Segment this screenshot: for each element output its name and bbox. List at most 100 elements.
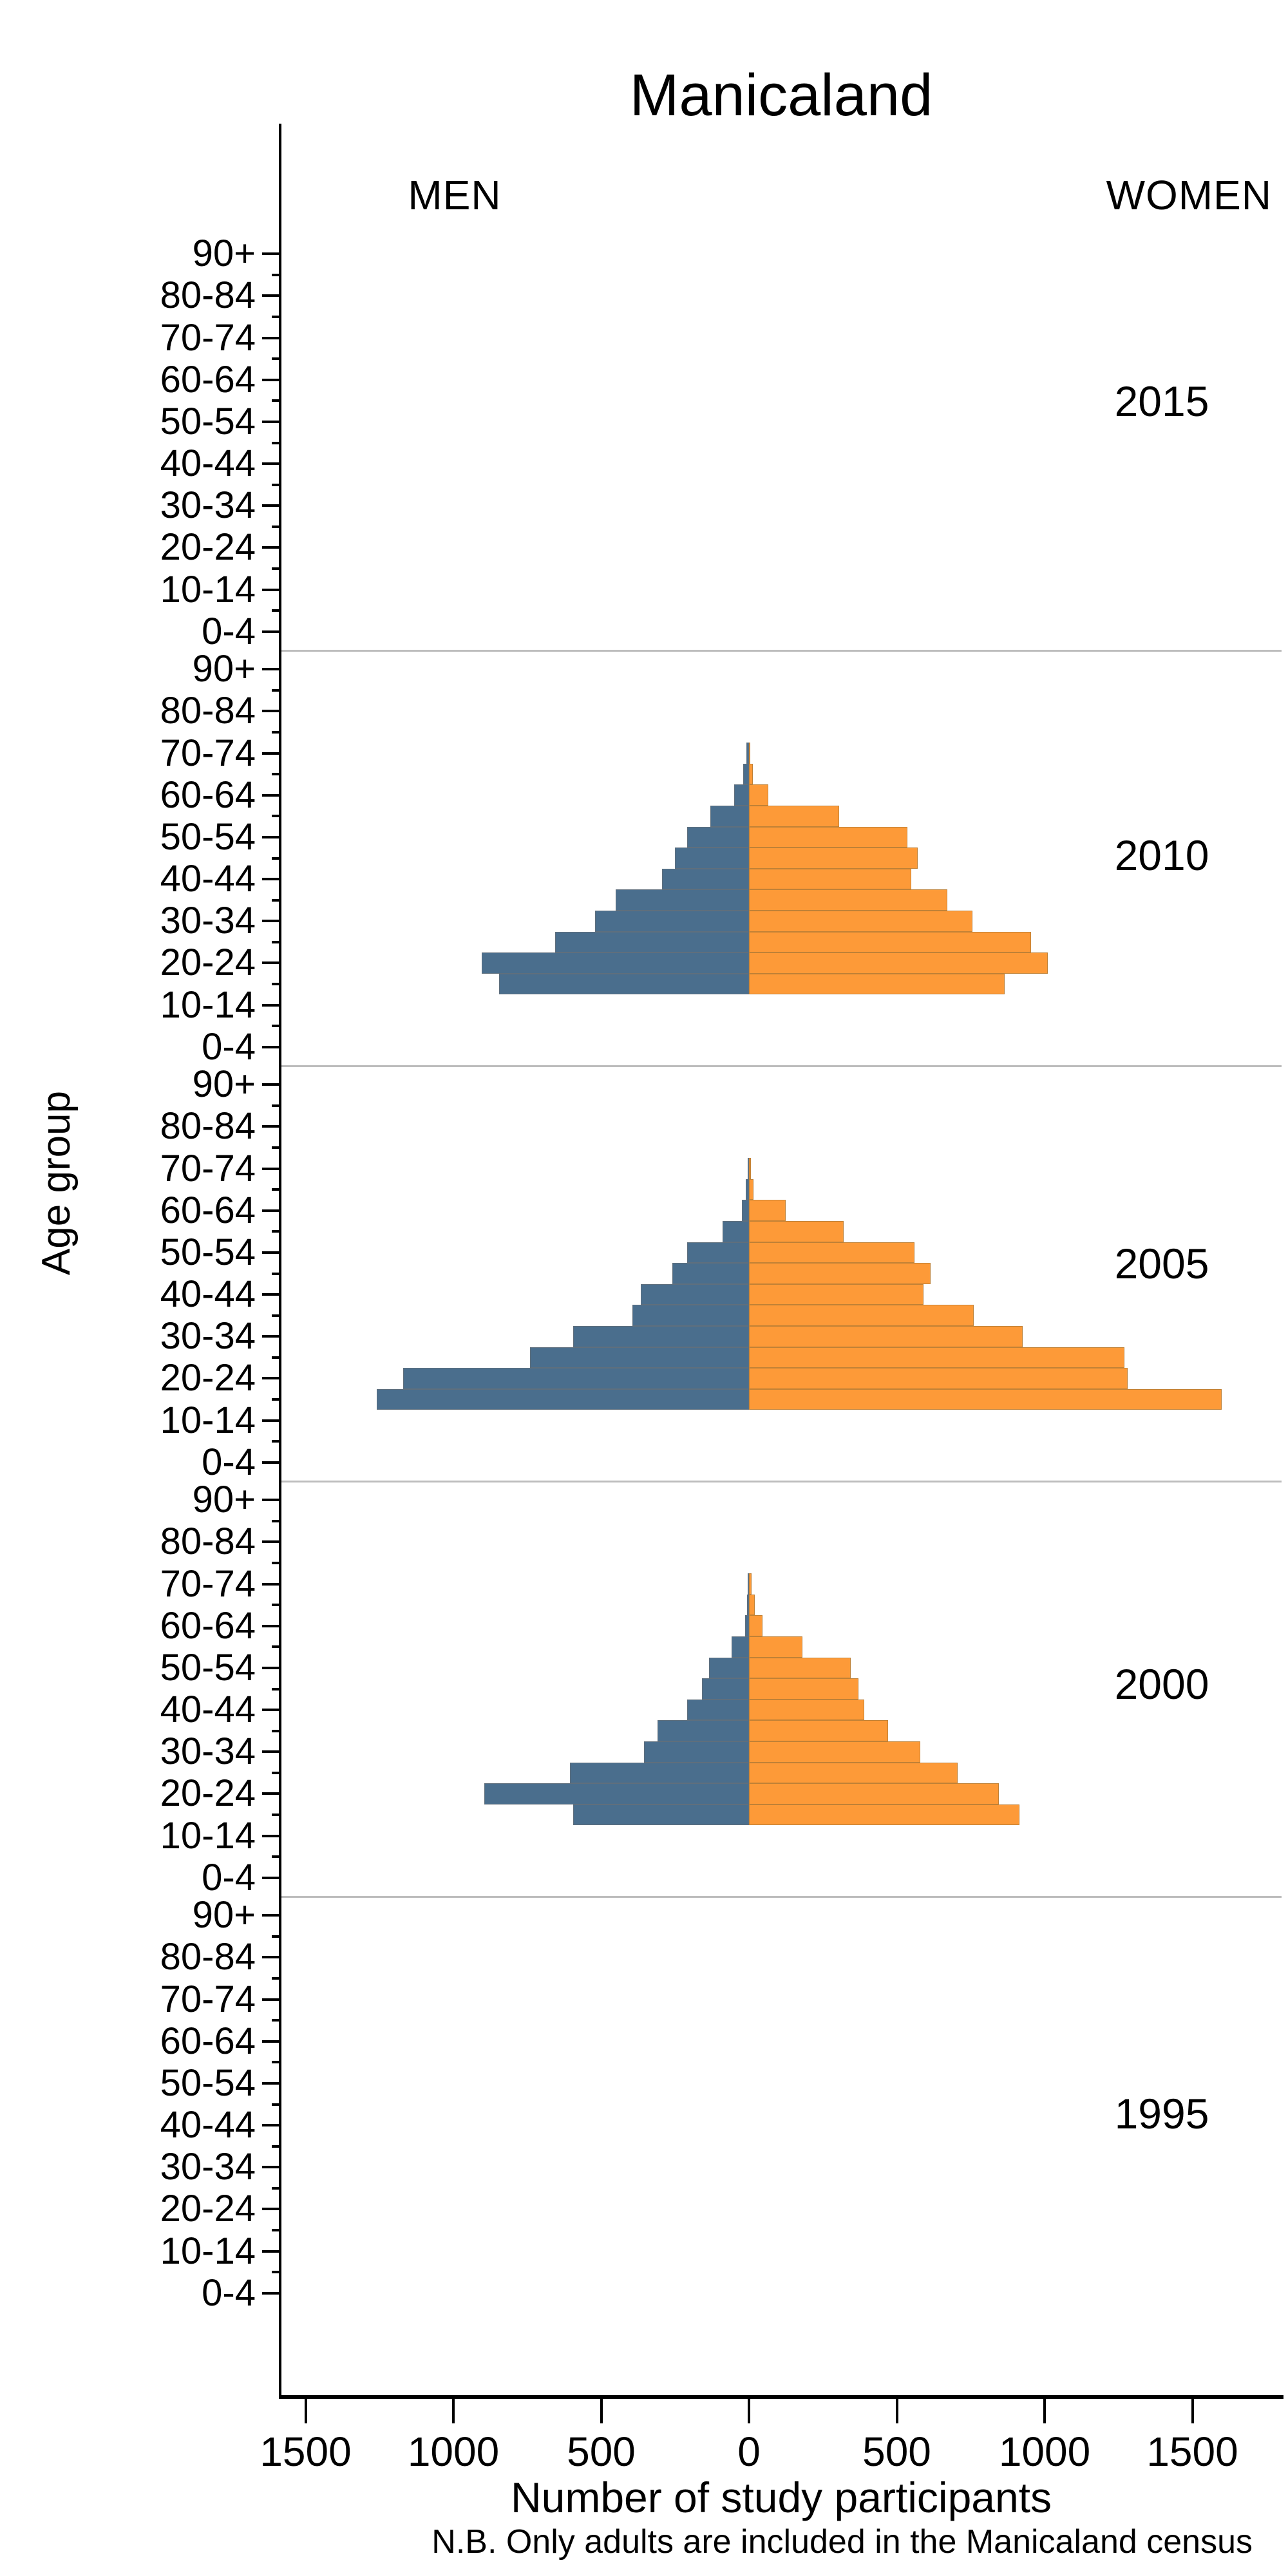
panel-separator-0 xyxy=(281,650,1282,652)
panel-separator-3 xyxy=(281,1896,1282,1898)
y-axis-tick-2010-85-89 xyxy=(272,688,281,692)
age-tick-label-2000-40-44: 40-44 xyxy=(160,1689,256,1731)
x-axis-tick-0 xyxy=(748,2399,750,2423)
y-axis-tick-2010-30-34 xyxy=(262,920,281,923)
y-axis-tick-1995-50-54 xyxy=(262,2081,281,2085)
panel-year-label-1995: 1995 xyxy=(1114,2090,1209,2137)
women-column-header: WOMEN xyxy=(1106,172,1272,218)
y-axis-tick-2005-70-74 xyxy=(262,1167,281,1170)
age-tick-label-2010-60-64: 60-64 xyxy=(160,773,256,816)
y-axis-tick-2005-25-29 xyxy=(272,1356,281,1359)
bar-women-2010-50-54 xyxy=(749,826,907,848)
y-axis-tick-2000-40-44 xyxy=(262,1709,281,1712)
y-axis-tick-2015-0-4 xyxy=(262,630,281,633)
age-tick-label-2000-60-64: 60-64 xyxy=(160,1604,256,1647)
age-tick-label-2015-30-34: 30-34 xyxy=(160,484,256,527)
age-tick-label-2005-0-4: 0-4 xyxy=(202,1441,256,1483)
bar-women-2010-40-44 xyxy=(749,868,912,890)
age-tick-label-2005-70-74: 70-74 xyxy=(160,1147,256,1189)
y-axis-tick-2015-10-14 xyxy=(262,588,281,591)
age-tick-label-2015-40-44: 40-44 xyxy=(160,442,256,485)
age-tick-label-2000-50-54: 50-54 xyxy=(160,1646,256,1689)
bar-men-2000-25-29 xyxy=(570,1762,749,1784)
y-axis-tick-2015-60-64 xyxy=(262,378,281,381)
bar-women-2010-25-29 xyxy=(749,931,1032,953)
bar-women-2005-50-54 xyxy=(749,1242,915,1264)
x-axis-tick-1500 xyxy=(1191,2399,1194,2423)
bar-men-2005-55-59 xyxy=(722,1221,749,1242)
age-tick-label-2000-70-74: 70-74 xyxy=(160,1562,256,1605)
x-axis-title: Number of study participants xyxy=(510,2474,1052,2521)
bar-women-2010-35-39 xyxy=(749,889,947,911)
y-axis-tick-1995-10-14 xyxy=(262,2249,281,2253)
age-tick-label-2010-20-24: 20-24 xyxy=(160,942,256,984)
age-tick-label-2005-50-54: 50-54 xyxy=(160,1231,256,1273)
y-axis-tick-1995-90+ xyxy=(262,1914,281,1917)
age-tick-label-2015-20-24: 20-24 xyxy=(160,526,256,569)
bar-women-2005-35-39 xyxy=(749,1305,974,1326)
bar-women-2000-70-74 xyxy=(749,1573,752,1595)
age-tick-label-2015-10-14: 10-14 xyxy=(160,568,256,611)
panel-separator-2 xyxy=(281,1481,1282,1482)
y-axis-tick-2005-35-39 xyxy=(272,1314,281,1317)
y-axis-tick-2010-75-79 xyxy=(272,731,281,734)
bar-men-2005-65-69 xyxy=(746,1179,749,1200)
panel-year-label-2015: 2015 xyxy=(1114,377,1209,425)
y-axis-tick-2000-85-89 xyxy=(272,1519,281,1522)
bar-men-2000-55-59 xyxy=(732,1636,749,1658)
y-axis-tick-2015-20-24 xyxy=(262,546,281,549)
age-tick-label-2015-60-64: 60-64 xyxy=(160,358,256,401)
y-axis-tick-2010-10-14 xyxy=(262,1003,281,1007)
age-tick-label-2010-90+: 90+ xyxy=(192,648,256,690)
y-axis-tick-2015-90+ xyxy=(262,252,281,256)
bar-men-2000-20-24 xyxy=(484,1783,749,1804)
bar-men-2010-50-54 xyxy=(687,826,749,848)
y-axis-tick-2000-70-74 xyxy=(262,1582,281,1586)
age-tick-label-2005-20-24: 20-24 xyxy=(160,1357,256,1399)
age-tick-label-2005-60-64: 60-64 xyxy=(160,1189,256,1231)
x-axis-tick-label: 1000 xyxy=(998,2429,1091,2475)
bar-women-2005-40-44 xyxy=(749,1283,923,1305)
panel-year-label-2000: 2000 xyxy=(1114,1660,1209,1708)
bar-men-2010-15-19 xyxy=(499,973,749,995)
x-axis-tick-500 xyxy=(895,2399,898,2423)
panel-year-label-2010: 2010 xyxy=(1114,831,1209,879)
y-axis-tick-1995-65-69 xyxy=(272,2019,281,2022)
age-tick-label-2010-0-4: 0-4 xyxy=(202,1025,256,1068)
age-tick-label-2015-70-74: 70-74 xyxy=(160,316,256,359)
y-axis-tick-1995-60-64 xyxy=(262,2040,281,2043)
bar-women-2010-55-59 xyxy=(749,806,839,827)
y-axis-tick-2005-30-34 xyxy=(262,1335,281,1338)
bar-men-2005-45-49 xyxy=(672,1263,749,1284)
panel-year-label-2005: 2005 xyxy=(1114,1240,1209,1287)
y-axis-tick-1995-40-44 xyxy=(262,2124,281,2127)
age-tick-label-1995-10-14: 10-14 xyxy=(160,2230,256,2272)
chart-title: Manicaland xyxy=(629,62,933,128)
y-axis-tick-2010-70-74 xyxy=(262,752,281,755)
age-tick-label-2010-50-54: 50-54 xyxy=(160,815,256,858)
bar-women-2000-50-54 xyxy=(749,1657,851,1679)
bar-women-2005-20-24 xyxy=(749,1368,1128,1389)
x-axis-tick-label: 1500 xyxy=(260,2429,352,2475)
age-tick-label-1995-70-74: 70-74 xyxy=(160,1978,256,2020)
y-axis-tick-2015-30-34 xyxy=(262,504,281,507)
bar-women-2000-65-69 xyxy=(749,1594,755,1616)
y-axis-tick-2015-45-49 xyxy=(272,441,281,444)
y-axis-tick-2010-0-4 xyxy=(262,1045,281,1048)
y-axis-tick-1995-0-4 xyxy=(262,2291,281,2295)
bar-men-2000-50-54 xyxy=(709,1657,749,1679)
x-axis-tick-1000 xyxy=(1043,2399,1046,2423)
age-tick-label-2015-80-84: 80-84 xyxy=(160,274,256,317)
bar-men-2000-65-69 xyxy=(747,1594,749,1616)
y-axis-tick-1995-70-74 xyxy=(262,1998,281,2001)
x-axis-tick-label: 0 xyxy=(737,2429,761,2475)
bar-women-2000-45-49 xyxy=(749,1678,858,1700)
bar-men-2000-40-44 xyxy=(687,1699,749,1721)
age-tick-label-1995-30-34: 30-34 xyxy=(160,2146,256,2188)
bar-women-2000-20-24 xyxy=(749,1783,999,1804)
x-axis-tick-label: 500 xyxy=(567,2429,636,2475)
age-tick-label-2005-30-34: 30-34 xyxy=(160,1315,256,1358)
bar-men-2000-70-74 xyxy=(748,1573,749,1595)
y-axis-tick-2000-90+ xyxy=(262,1499,281,1502)
bar-men-2005-30-34 xyxy=(573,1325,749,1347)
